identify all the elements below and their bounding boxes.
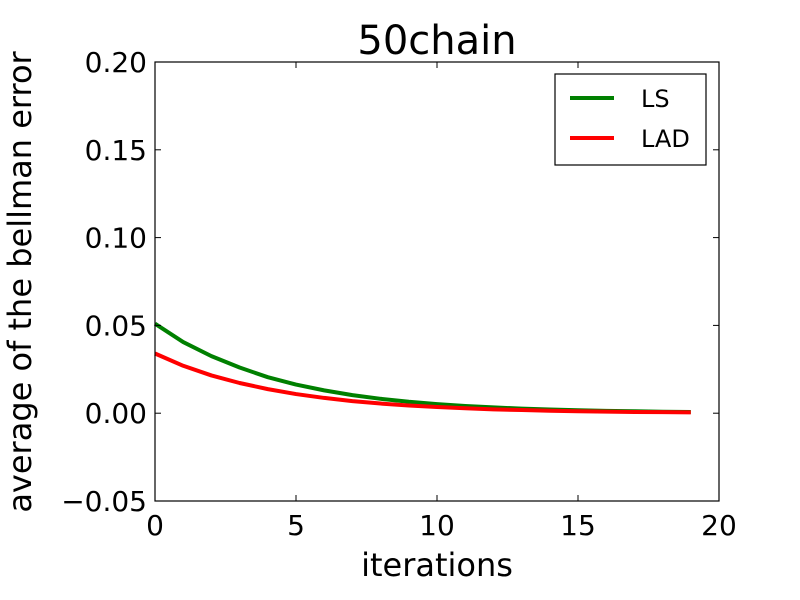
y-tick-label: 0.20 bbox=[85, 46, 147, 79]
x-tick-label: 10 bbox=[419, 509, 455, 542]
legend-label-lad: LAD bbox=[641, 125, 690, 153]
y-tick-label: 0.05 bbox=[85, 309, 147, 342]
legend-entries: LS LAD bbox=[570, 85, 690, 153]
series-layer bbox=[153, 321, 691, 415]
y-tick-label: 0.10 bbox=[85, 222, 147, 255]
x-tick-label: 5 bbox=[287, 509, 305, 542]
y-tick-label: −0.05 bbox=[61, 485, 147, 518]
y-axis-label: average of the bellman error bbox=[1, 50, 39, 512]
x-tick-label: 15 bbox=[560, 509, 596, 542]
x-tick-label: 20 bbox=[701, 509, 737, 542]
series-line-lad bbox=[154, 351, 691, 415]
y-tick-label: 0.00 bbox=[85, 397, 147, 430]
legend-label-ls: LS bbox=[641, 85, 670, 113]
ticks-layer: 0 5 10 15 20 −0.05 0.00 0.05 0.10 0.15 0.20 bbox=[61, 46, 737, 542]
legend: LS LAD bbox=[554, 73, 707, 166]
legend-box bbox=[554, 73, 707, 166]
x-axis-label: iterations bbox=[361, 546, 513, 584]
chart-title: 50chain bbox=[357, 18, 516, 64]
y-tick-label: 0.15 bbox=[85, 134, 147, 167]
x-tick-label: 0 bbox=[146, 509, 164, 542]
